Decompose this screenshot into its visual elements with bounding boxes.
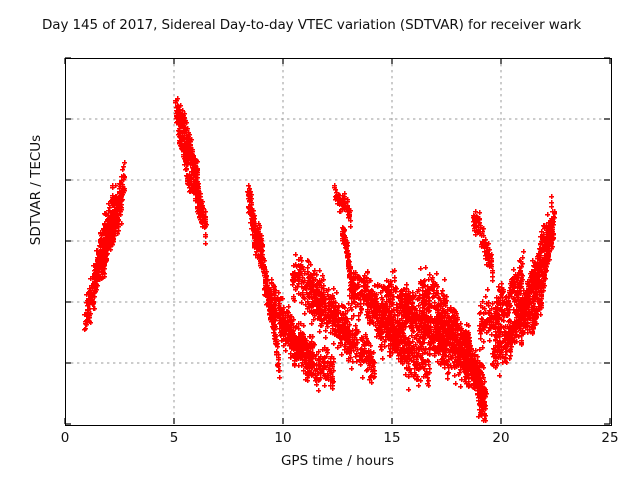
y-axis-label: SDTVAR / TECUs (28, 134, 44, 246)
x-axis-label: GPS time / hours (280, 453, 395, 469)
x-tick-label: 25 (601, 430, 619, 446)
x-tick-label: 10 (274, 430, 292, 446)
x-tick-label: 20 (492, 430, 510, 446)
x-tick-label: 15 (383, 430, 401, 446)
plot-frame (65, 58, 612, 426)
x-tick-label: 0 (60, 430, 70, 446)
page-title: Day 145 of 2017, Sidereal Day-to-day VTE… (42, 17, 582, 33)
x-tick-label: 5 (169, 430, 179, 446)
